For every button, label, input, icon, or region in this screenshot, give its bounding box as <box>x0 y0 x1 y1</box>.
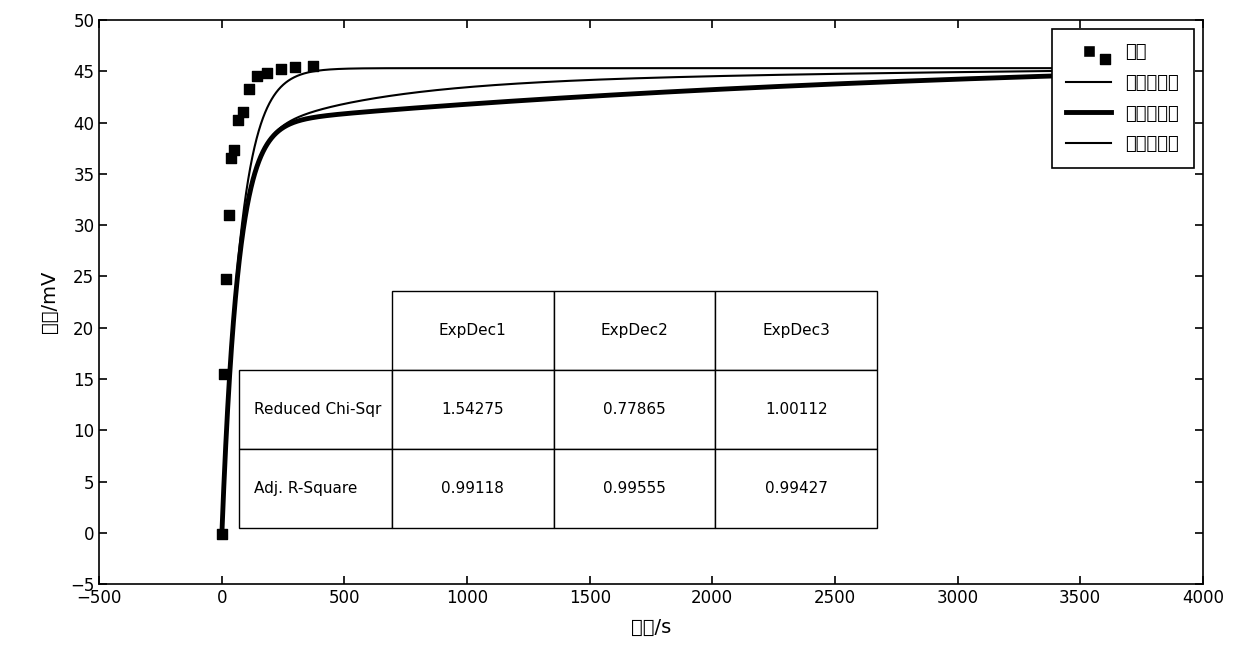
Point <box>285 62 305 72</box>
Point <box>213 369 233 379</box>
X-axis label: 时间/s: 时间/s <box>631 618 671 637</box>
Y-axis label: 电压/mV: 电压/mV <box>40 271 58 333</box>
Point <box>221 153 241 164</box>
Point <box>212 529 232 539</box>
Point <box>233 107 253 118</box>
Point <box>216 273 236 284</box>
Point <box>218 210 238 220</box>
Point <box>224 145 244 155</box>
Point <box>248 71 268 82</box>
Legend: 电压, 单指数拟合, 双指数拟合, 三指数拟合: 电压, 单指数拟合, 双指数拟合, 三指数拟合 <box>1052 29 1194 168</box>
Point <box>270 64 290 74</box>
Point <box>239 84 259 94</box>
Point <box>303 61 322 72</box>
Point <box>228 115 248 125</box>
Point <box>257 68 277 78</box>
Point <box>1095 54 1115 64</box>
